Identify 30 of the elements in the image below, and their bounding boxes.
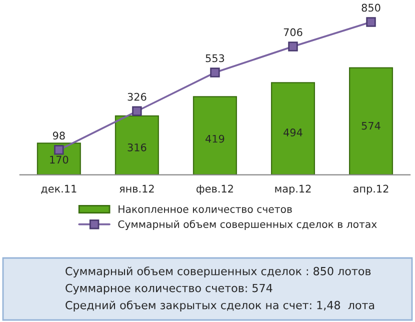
data-label: 574 [362, 122, 380, 130]
point [366, 17, 376, 27]
text: Суммарный объем совершенных сделок : 850 лотов [66, 266, 371, 278]
data-label: 553 [206, 54, 224, 62]
x-tick-label: янв.12 [120, 184, 154, 192]
data-label: 494 [284, 128, 302, 136]
point [54, 145, 64, 155]
point [288, 42, 298, 52]
data-label: 850 [362, 4, 380, 12]
x-tick-label: дек.11 [41, 184, 76, 194]
bar [349, 67, 394, 175]
data-label: 98 [52, 132, 65, 140]
bar [192, 96, 237, 175]
bar [36, 142, 81, 175]
x-tick-label: мар.12 [275, 184, 311, 195]
legend-label: Накопленное количество счетов [118, 205, 292, 213]
data-label: 170 [50, 156, 68, 164]
text: Средний объем закрытых сделок на счет: 1,48 лота [66, 300, 374, 312]
data-label: 316 [128, 143, 146, 152]
x-tick-label: фев.12 [196, 184, 233, 195]
data-label: 326 [128, 92, 146, 101]
point [210, 68, 220, 78]
data-label: 706 [284, 28, 302, 36]
point [132, 106, 142, 116]
data-label: 419 [206, 134, 224, 143]
text: Суммарное количество счетов: 574 [66, 284, 272, 294]
bar [114, 115, 159, 175]
legend-label: Суммарный объем совершенных сделок в лотах [118, 220, 377, 230]
bar [270, 82, 315, 175]
x-tick-label: апр.12 [353, 184, 388, 195]
